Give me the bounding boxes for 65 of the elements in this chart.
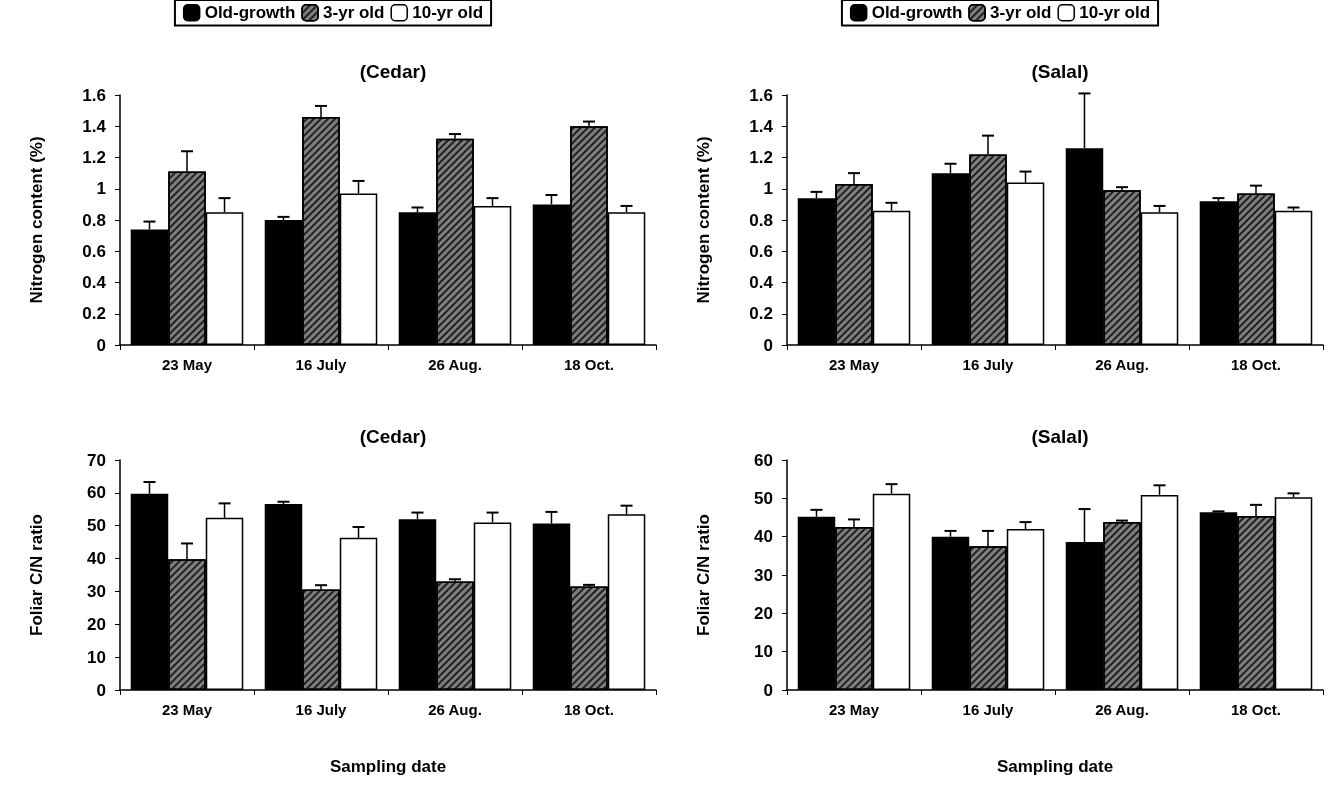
x-tick-label: 26 Aug. [1095, 701, 1149, 718]
y-tick-label: 0 [763, 335, 773, 355]
y-axis-title: Foliar C/N ratio [694, 514, 713, 636]
y-tick-label: 0.2 [749, 304, 773, 324]
chart-title: (Cedar) [359, 61, 427, 82]
y-tick-label: 30 [754, 565, 773, 585]
x-tick-label: 26 Aug. [428, 356, 482, 373]
y-tick-label: 1.2 [749, 148, 773, 167]
y-tick-label: 1 [96, 179, 106, 199]
x-tick-label: 23 May [828, 356, 880, 373]
y-tick-label: 30 [87, 581, 106, 601]
y-axis-title: Foliar C/N ratio [27, 514, 46, 636]
y-tick-label: 0 [96, 335, 106, 355]
y-tick-label: 1.4 [82, 116, 107, 136]
x-tick-label: 18 Oct. [1230, 356, 1282, 373]
legend-label: 3-yr old [323, 3, 385, 23]
x-tick-label: 18 Oct. [563, 356, 615, 373]
y-tick-label: 20 [87, 614, 106, 634]
y-tick-label: 1 [763, 179, 773, 199]
y-tick-label: 60 [754, 450, 773, 470]
x-tick-label: 23 May [828, 701, 880, 718]
y-tick-label: 0.8 [749, 210, 773, 230]
x-tick-label: 16 July [962, 356, 1015, 373]
x-axis-title: Sampling date [996, 757, 1114, 776]
y-tick-label: 0.2 [82, 304, 106, 324]
x-axis-title: Sampling date [329, 757, 447, 776]
y-tick-label: 70 [87, 450, 106, 470]
chart-title: (Cedar) [359, 426, 427, 447]
x-tick-label: 16 July [295, 356, 348, 373]
y-tick-label: 1.6 [749, 85, 773, 105]
y-tick-label: 20 [754, 603, 773, 623]
x-tick-label: 18 Oct. [1230, 701, 1282, 718]
legend-label: 10-yr old [1079, 3, 1151, 23]
x-tick-label: 18 Oct. [563, 701, 615, 718]
y-tick-label: 10 [87, 647, 106, 667]
y-tick-label: 0.4 [749, 273, 774, 292]
y-tick-label: 60 [87, 483, 106, 503]
x-tick-label: 26 Aug. [1095, 356, 1149, 373]
y-axis-title: Nitrogen content (%) [27, 136, 46, 304]
y-tick-label: 10 [754, 642, 773, 662]
y-tick-label: 0 [763, 680, 773, 700]
chart-title: (Salal) [1031, 61, 1089, 82]
y-tick-label: 0.4 [82, 273, 107, 292]
legend-label: Old-growth [871, 3, 963, 23]
y-axis-title: Nitrogen content (%) [694, 136, 713, 304]
y-tick-label: 40 [754, 527, 773, 547]
y-tick-label: 0.6 [749, 241, 773, 261]
y-tick-label: 50 [754, 488, 773, 508]
y-tick-label: 1.2 [82, 148, 106, 167]
legend-label: 10-yr old [412, 3, 484, 23]
y-tick-label: 1.4 [749, 116, 774, 136]
chart-title: (Salal) [1031, 426, 1089, 447]
y-tick-label: 40 [87, 549, 106, 569]
x-tick-label: 23 May [161, 701, 213, 718]
x-tick-label: 16 July [295, 701, 348, 718]
y-tick-label: 1.6 [82, 85, 106, 105]
legend-label: Old-growth [204, 3, 296, 23]
x-tick-label: 26 Aug. [428, 701, 482, 718]
legend-label: 3-yr old [990, 3, 1052, 23]
y-tick-label: 50 [87, 516, 106, 536]
x-tick-label: 23 May [161, 356, 213, 373]
y-tick-label: 0.8 [82, 210, 106, 230]
x-tick-label: 16 July [962, 701, 1015, 718]
y-tick-label: 0.6 [82, 241, 106, 261]
y-tick-label: 0 [96, 680, 106, 700]
